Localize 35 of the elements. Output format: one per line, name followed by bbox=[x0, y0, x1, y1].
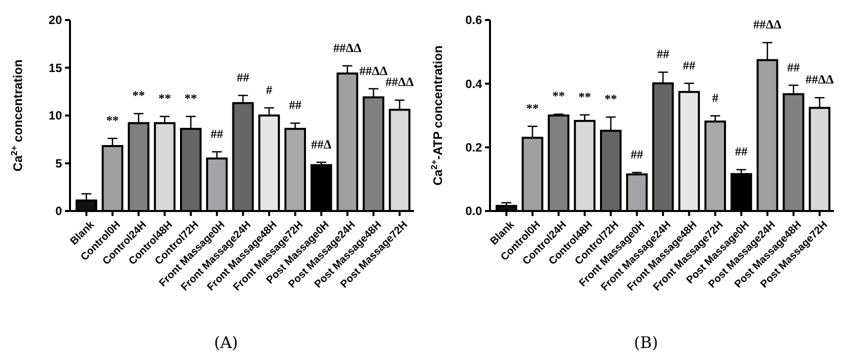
y-tick-label: 0.2 bbox=[465, 140, 482, 155]
annotation: ** bbox=[132, 88, 145, 103]
annotation: ##ΔΔ bbox=[806, 72, 834, 87]
y-tick-label: 0.4 bbox=[465, 76, 482, 91]
annotation: ** bbox=[184, 91, 198, 106]
y-tick-label: 0 bbox=[55, 204, 62, 218]
y-tick-label: 0.6 bbox=[465, 13, 482, 28]
annotation: ## bbox=[787, 60, 800, 74]
text: (A) bbox=[214, 333, 238, 352]
annotation: ##ΔΔ bbox=[333, 40, 362, 55]
annotation: ** bbox=[578, 90, 591, 104]
y-tick-label: 10 bbox=[48, 108, 62, 123]
y-tick-label: 0.0 bbox=[465, 204, 482, 218]
annotation: ## bbox=[210, 126, 224, 141]
annotation: ##ΔΔ bbox=[359, 64, 388, 78]
annotation: ** bbox=[526, 101, 539, 116]
annotation: ## bbox=[288, 98, 302, 112]
annotation: ** bbox=[158, 91, 171, 106]
annotation: ##ΔΔ bbox=[753, 18, 782, 32]
annotation: ## bbox=[656, 47, 670, 62]
annotation: ##Δ bbox=[311, 137, 332, 152]
annotation: ** bbox=[552, 89, 565, 104]
annotation: ** bbox=[106, 113, 119, 128]
annotation: ** bbox=[604, 92, 618, 106]
annotation: ## bbox=[682, 58, 696, 72]
text: (B) bbox=[634, 333, 658, 352]
annotation: ## bbox=[630, 147, 644, 162]
y-tick-label: 15 bbox=[48, 60, 62, 75]
annotation: # bbox=[266, 82, 273, 97]
annotation: ##ΔΔ bbox=[386, 75, 414, 90]
annotation: ## bbox=[735, 144, 748, 159]
annotation: # bbox=[712, 90, 720, 105]
annotation: ## bbox=[236, 70, 250, 84]
y-tick-label: 20 bbox=[48, 13, 62, 28]
y-tick-label: 5 bbox=[55, 156, 62, 170]
